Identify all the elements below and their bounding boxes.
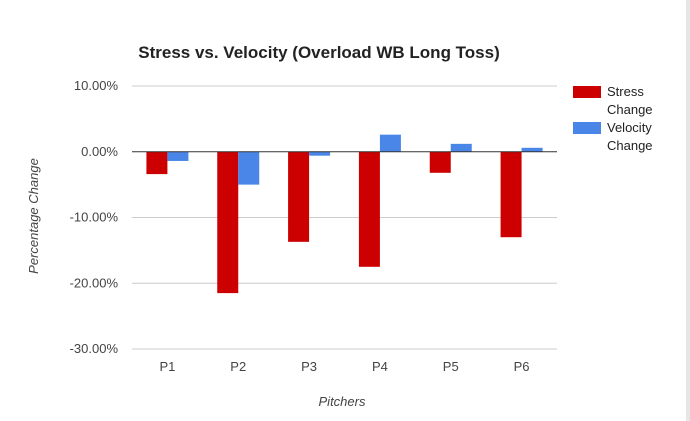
bars	[146, 134, 543, 294]
chart-title: Stress vs. Velocity (Overload WB Long To…	[138, 43, 500, 62]
bar-stress-p4	[358, 151, 380, 267]
bar-stress-p1	[146, 151, 168, 175]
legend-label: Stress Change	[607, 84, 653, 117]
y-tick-label: 10.00%	[74, 78, 119, 93]
bar-stress-p2	[217, 151, 239, 294]
x-tick-label: P6	[514, 359, 530, 374]
bar-stress-p5	[429, 151, 451, 173]
y-tick-label: -30.00%	[70, 341, 119, 356]
bar-velocity-p6	[521, 147, 543, 152]
legend-swatch	[573, 122, 601, 134]
bar-stress-p3	[288, 151, 310, 242]
x-tick-label: P2	[230, 359, 246, 374]
bar-velocity-p3	[309, 151, 331, 156]
x-tick-label: P4	[372, 359, 388, 374]
y-axis-ticks: 10.00% 0.00% -10.00% -20.00% -30.00%	[70, 78, 119, 356]
bar-velocity-p4	[379, 134, 401, 152]
x-tick-label: P3	[301, 359, 317, 374]
bar-velocity-p1	[167, 151, 189, 161]
gridlines	[132, 85, 557, 350]
y-axis-title: Percentage Change	[26, 158, 41, 274]
y-tick-label: 0.00%	[81, 144, 118, 159]
right-edge-border	[686, 0, 690, 421]
x-tick-label: P5	[443, 359, 459, 374]
bar-stress-p6	[500, 151, 522, 238]
bar-velocity-p5	[450, 143, 472, 152]
y-tick-label: -20.00%	[70, 275, 119, 290]
bar-velocity-p2	[238, 151, 260, 185]
y-tick-label: -10.00%	[70, 210, 119, 225]
x-tick-label: P1	[159, 359, 175, 374]
x-axis-title: Pitchers	[319, 394, 366, 409]
legend-label: Velocity Change	[607, 120, 653, 153]
x-axis-ticks: P1 P2 P3 P4 P5 P6	[159, 359, 529, 374]
legend-swatch	[573, 86, 601, 98]
